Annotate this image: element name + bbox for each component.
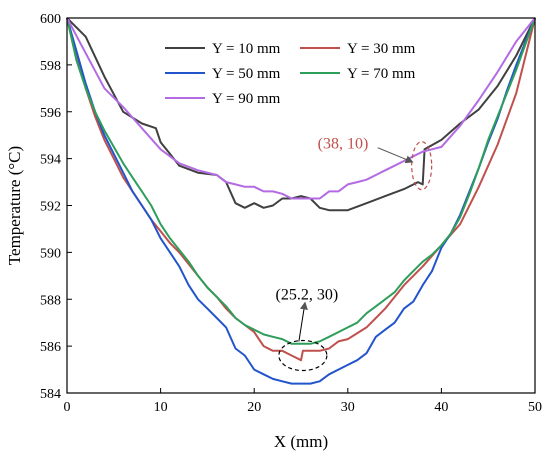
y-tick-label: 598 (40, 59, 61, 74)
annotation-label: (25.2, 30) (276, 287, 339, 304)
y-tick-label: 590 (40, 246, 61, 261)
series-line-1 (66, 17, 536, 212)
legend-label: Y = 90 mm (212, 91, 281, 107)
series-line-4 (66, 17, 536, 345)
series-line-5 (66, 17, 536, 200)
y-tick-label: 586 (40, 340, 61, 355)
y-tick-label: 594 (40, 153, 61, 168)
y-tick-label: 596 (40, 106, 61, 121)
y-tick-label: 600 (40, 12, 61, 27)
annotation-ellipse (411, 141, 433, 191)
annotation-arrow (298, 301, 308, 342)
x-axis-title: X (mm) (274, 432, 328, 451)
y-axis-title: Temperature (°C) (5, 146, 24, 265)
annotations: (38, 10) (25.2, 30) (276, 136, 433, 372)
legend-label: Y = 70 mm (347, 66, 416, 82)
y-tick-label: 588 (40, 293, 61, 308)
annotation-ellipse (278, 339, 328, 372)
legend-label: Y = 30 mm (347, 41, 416, 57)
x-tick-label: 20 (247, 400, 261, 415)
annotation-arrow (377, 147, 414, 164)
x-tick-label: 10 (154, 400, 168, 415)
legend-label: Y = 10 mm (212, 41, 281, 57)
y-tick-label: 584 (40, 387, 61, 402)
legend: Y = 10 mm Y = 30 mm Y = 50 mm Y = 70 mm Y = … (165, 41, 416, 107)
legend-label: Y = 50 mm (212, 66, 281, 82)
series-layer (66, 17, 536, 385)
annotation-label: (38, 10) (318, 136, 369, 153)
x-tick-label: 30 (341, 400, 355, 415)
ticks-layer: 0 10 20 30 40 50 584 586 588 590 592 594 596 598 600 (40, 12, 542, 415)
y-tick-label: 592 (40, 200, 61, 215)
x-tick-label: 0 (64, 400, 71, 415)
x-tick-label: 40 (434, 400, 448, 415)
x-tick-label: 50 (528, 400, 542, 415)
series-line-2 (66, 17, 536, 362)
